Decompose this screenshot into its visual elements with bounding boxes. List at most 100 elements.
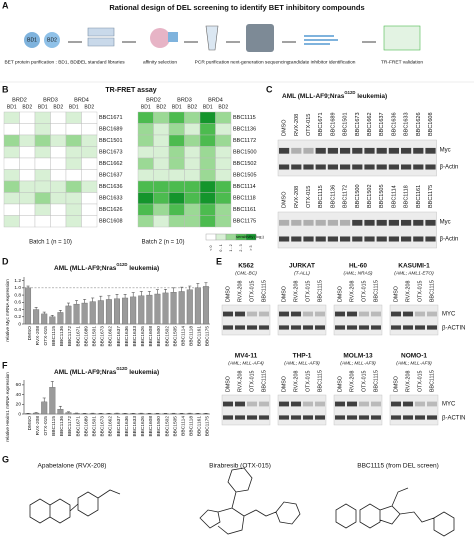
y-axis-label: relative Myc mRNA expression [5,279,10,342]
panel-a-title: Rational design of DEL screening to iden… [109,3,364,12]
heatmap-cell [3,157,20,170]
compound-label: BBC1636 [99,184,123,190]
bar [57,312,64,325]
heatmap-cell [81,111,98,124]
heatmap-cell [168,146,185,159]
panel-letter: E [216,256,222,266]
heatmap-cell [19,146,36,159]
lane-label: DMSO [225,376,231,392]
lane-label: BBC1115 [317,370,323,392]
blot-band [279,401,289,407]
title-part: AML (MLL-AF9;Nras [54,369,117,376]
blot-band [291,325,301,330]
heatmap-cell [34,169,51,182]
bar [49,316,56,325]
compound-label: BBC1673 [99,150,123,156]
lane-label: BBC1115 [261,280,267,302]
bar [170,292,177,325]
x-tick-label: BBC1673 [100,326,106,347]
heatmap-cell [153,215,170,228]
blot-band [347,401,357,407]
batch-label: Batch 1 (n = 10) [29,240,72,246]
heatmap-cell [19,111,36,124]
heatmap-cell [137,180,154,193]
x-tick-label: RVX-208 [35,416,41,436]
legend-swatch [225,233,237,241]
heatmap-cell [137,192,154,205]
label: BD1 [7,104,17,110]
x-tick-label: DMSO [27,326,33,341]
lane-label: BBC1505 [379,184,385,208]
blot-band [403,325,413,330]
blot-band [335,325,345,330]
blot-band [247,401,257,407]
blot-band [347,415,357,420]
heatmap-cell [199,123,216,136]
compound-label: BBC1501 [99,138,123,144]
workflow-icons [0,24,474,83]
heatmap-cell [3,169,20,182]
blot-band [388,236,399,242]
compound-label: BBC1671 [99,115,123,121]
x-tick-label: BBC1501 [92,326,98,347]
x-tick-label: BBC1502 [164,326,170,347]
heatmap-cell [50,215,67,228]
heatmap-cell [168,111,185,124]
label: BRD4 [208,97,223,103]
x-tick-label: BBC1662 [108,326,114,347]
heatmap-cell [184,203,201,216]
blot-band [223,311,233,317]
blot-band [340,236,351,242]
lane-label: OTX-015 [306,186,312,208]
blot-band [327,164,338,170]
heatmap-cell [153,146,170,159]
title-part: leukemia) [127,265,159,272]
lane-label: OTX-015 [249,280,255,302]
blot-band [247,415,257,420]
x-tick-label: BBC1673 [100,416,106,437]
compound-label: BBC1505 [233,173,257,179]
label: BD1 [203,104,213,110]
x-tick-label: BBC1637 [116,326,122,347]
blot-band [303,415,313,420]
x-tick-label: BBC1175 [205,416,211,437]
cell-subtype: (AML; AML1-ETO) [394,270,434,276]
heatmap-cell [215,192,232,205]
blot-band [352,164,363,170]
heatmap-cell [34,123,51,136]
heatmap-cell [65,111,82,124]
lane-label: OTX-015 [361,280,367,302]
compound-label: BBC1136 [233,127,256,133]
blot-band [427,311,437,317]
blot-band [364,236,375,242]
blot-band [401,236,412,242]
heatmap-cell [34,134,51,147]
x-tick-label: BBC1689 [83,326,89,347]
legend-label: > 3 [249,245,253,250]
legend-swatch [245,233,257,241]
selection-icon [168,32,178,42]
structures [29,467,455,537]
lane-label: OTX-015 [417,280,423,302]
label: BRD2 [12,97,27,103]
heatmap-cell [81,134,98,147]
heatmap-cell [50,157,67,170]
legend-swatch [205,233,217,241]
heatmap-cell [50,146,67,159]
bar [194,287,201,325]
blot-band [364,164,375,170]
x-tick-label: BBC1114 [180,326,186,346]
lane-label: BBC1636 [391,112,397,136]
lane-label: BBC1172 [343,185,349,208]
blot-band [303,219,314,226]
lane-label: RVX-208 [349,281,355,302]
legend-label: < 0 [209,245,213,250]
cell-line: MV4-11 [235,353,258,360]
workflow-step: DEL standard libraries [77,59,125,65]
heatmap-cell [19,123,36,136]
compound-label: BBC1115 [233,115,256,121]
blot-band [403,311,413,317]
lane-label: BBC1626 [416,112,422,136]
heatmap-cell [81,123,98,136]
target-label: Myc [440,220,451,226]
